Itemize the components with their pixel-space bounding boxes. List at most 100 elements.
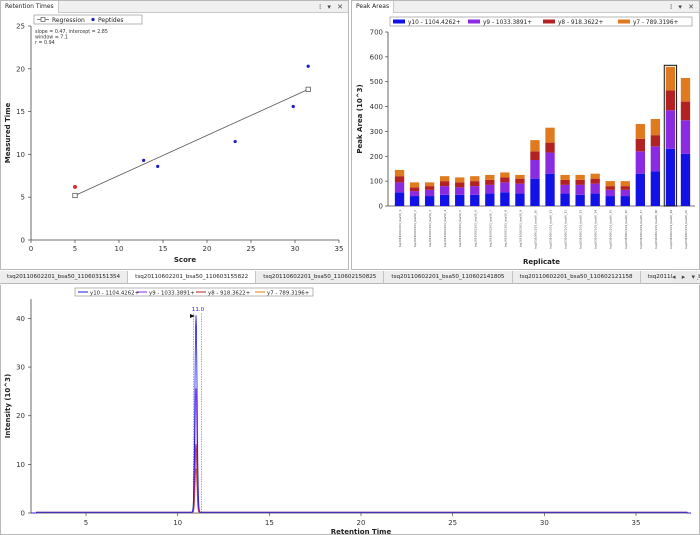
x-tick-label: tsq20110602201_bsa50_8: [503, 210, 507, 247]
y-tick-label: 100: [370, 178, 383, 186]
legend-label: y10 - 1104.4262+: [408, 20, 461, 26]
retention-times-tab[interactable]: Retention Times: [1, 1, 59, 13]
bar-segment: [650, 146, 661, 172]
document-tab-controls[interactable]: ◂ ▸ ▾: [672, 271, 697, 283]
y-axis-title: Measured Time: [4, 103, 12, 164]
x-tick-label: tsq20110602201_bsa50_3: [428, 210, 432, 247]
bar-segment: [635, 151, 645, 174]
bar-segment: [394, 169, 405, 177]
chromatogram-pane: 5 10 15 20 25 30 35 0 10 20 30 40 Retention Time Inte…: [0, 285, 700, 535]
bar-segment: [500, 172, 510, 178]
x-tick-label: 20: [357, 519, 366, 527]
chromatogram-trace: [31, 444, 691, 514]
retention-times-chart: 0 5 10 15 20 25 30 35 0 5 10 15 20 25 Score Measured Ti…: [4, 14, 343, 264]
legend-swatch: [393, 19, 405, 24]
chromatogram-trace: [31, 315, 691, 514]
bar-segment: [470, 186, 480, 195]
bar-segment: [530, 178, 540, 206]
bar-segment: [500, 182, 510, 193]
x-tick-label: 25: [247, 245, 256, 253]
legend: Regression Peptides: [33, 14, 143, 25]
legend-label-regression: Regression: [52, 17, 85, 24]
document-tab[interactable]: tsq20110602201_bsa50_110602150825: [256, 271, 385, 283]
document-tab[interactable]: tsq20110602201_bsa50_110603151354: [0, 271, 129, 283]
document-tab[interactable]: tsq20110602201_bsa50_110602141805: [384, 271, 513, 283]
bar-segment: [394, 176, 405, 183]
bar-segment: [575, 194, 585, 206]
bar-segment: [409, 182, 420, 188]
peptide-point: [233, 139, 237, 144]
x-axis-title: Replicate: [523, 258, 560, 266]
legend-box: [33, 14, 143, 25]
legend-swatch: [543, 19, 555, 24]
x-tick-label: 35: [632, 519, 641, 527]
x-tick-label: 5: [73, 245, 77, 253]
chromatogram-chart: 5 10 15 20 25 30 35 0 10 20 30 40 Retention Time Inte…: [4, 287, 691, 534]
bar-segment: [620, 189, 630, 197]
x-tick-label: tsq20110602201_bsa50_19: [669, 210, 673, 249]
bar-segment: [424, 189, 435, 197]
bar-segment: [409, 187, 420, 192]
bar-segment: [515, 174, 525, 179]
x-tick-label: tsq20110602201_bsa50_4: [443, 210, 447, 247]
legend-box: [74, 287, 314, 297]
bar-segment: [545, 152, 555, 174]
peak-areas-tab[interactable]: Peak Areas: [352, 1, 395, 13]
document-tab[interactable]: tsq20110602201_bsa50_110602121158: [512, 271, 641, 283]
x-tick-label: tsq20110602201_bsa50_6: [473, 210, 477, 247]
bar-segment: [500, 192, 510, 206]
y-tick-label: 15: [16, 108, 25, 116]
y-tick-label: 10: [16, 461, 25, 469]
legend-swatch: [618, 19, 630, 24]
bar-segment: [560, 184, 570, 194]
x-tick-label: 0: [29, 245, 33, 253]
regression-line: [74, 88, 309, 196]
peak-apex-marker: [190, 314, 195, 319]
bar-segment: [590, 173, 600, 179]
document-tab-active[interactable]: tsq20110602201_bsa50_110603155822: [128, 271, 257, 283]
x-tick-label: 5: [84, 519, 88, 527]
bar-segment: [470, 194, 480, 206]
y-tick-label: 400: [370, 103, 383, 111]
legend: y10 - 1104.4262+ y9 - 1033.3891+ y8 - 918.…: [74, 287, 314, 297]
bar-segment: [500, 177, 510, 183]
peak-areas-pane: Peak Areas ⁞ ▾ ✕ 0 100 200 300 400 500 600 700 R…: [351, 0, 700, 270]
peak-areas-window-controls[interactable]: ⁞ ▾ ✕: [669, 3, 696, 11]
bar-segment: [575, 174, 585, 180]
x-tick-label: 10: [173, 519, 182, 527]
y-tick-label: 0: [21, 237, 25, 245]
legend-label: y9 - 1033.3891+: [483, 20, 532, 26]
y-tick-label: 0: [21, 510, 25, 518]
bar-segment: [530, 140, 540, 152]
legend-label: y7 - 789.3196+: [633, 20, 679, 26]
bar-segment: [394, 182, 405, 193]
bar-segment: [650, 119, 661, 136]
legend-label: y9 - 1033.3891+: [149, 291, 195, 297]
bar-segment: [470, 181, 480, 187]
bar-segment: [530, 151, 540, 161]
retention-times-window-controls[interactable]: ⁞ ▾ ✕: [318, 3, 345, 11]
x-tick-label: tsq20110602201_bsa50_14: [594, 210, 598, 249]
bar-segment: [515, 193, 525, 206]
x-tick-label: tsq20110602201_bsa50_13: [579, 210, 583, 249]
bar-segment: [545, 173, 555, 206]
bar-segment: [665, 90, 676, 111]
regression-annotation: slope = 0.47, intercept = 2.85: [35, 29, 108, 35]
bar-segment: [440, 176, 450, 182]
x-tick-label: tsq20110602201_bsa50_15: [609, 210, 613, 249]
y-tick-label: 200: [370, 153, 383, 161]
y-tick-label: 40: [16, 315, 25, 323]
bar-segment: [635, 173, 645, 206]
bar-segment: [530, 160, 540, 179]
bar-segment: [590, 193, 600, 206]
y-tick-label: 25: [16, 23, 25, 31]
y-tick-label: 300: [370, 128, 383, 136]
bar-segment: [620, 186, 630, 190]
x-tick-label: tsq20110602201_bsa50_2: [413, 210, 417, 247]
peak-areas-chart: 0 100 200 300 400 500 600 700 Replicate Peak Area…: [356, 16, 695, 266]
legend-swatch-peptides: [91, 17, 95, 22]
bar-segment: [590, 178, 600, 184]
y-tick-label: 500: [370, 78, 383, 86]
regression-endpoint: [305, 86, 311, 92]
bar-segment: [680, 101, 691, 121]
